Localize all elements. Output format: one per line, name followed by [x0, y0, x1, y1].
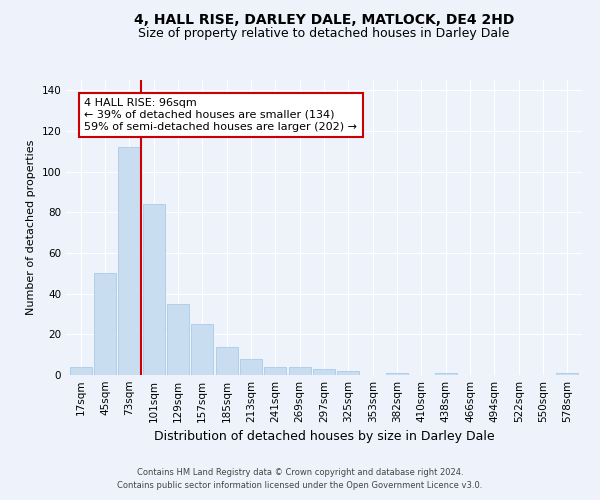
- Bar: [556, 373, 578, 375]
- Bar: [70, 367, 92, 375]
- Bar: [191, 324, 213, 375]
- Text: 4, HALL RISE, DARLEY DALE, MATLOCK, DE4 2HD: 4, HALL RISE, DARLEY DALE, MATLOCK, DE4 …: [134, 12, 514, 26]
- Bar: [143, 204, 164, 375]
- Text: Contains public sector information licensed under the Open Government Licence v3: Contains public sector information licen…: [118, 480, 482, 490]
- Bar: [240, 358, 262, 375]
- Bar: [435, 373, 457, 375]
- X-axis label: Distribution of detached houses by size in Darley Dale: Distribution of detached houses by size …: [154, 430, 494, 444]
- Bar: [94, 274, 116, 375]
- Bar: [167, 304, 189, 375]
- Bar: [215, 346, 238, 375]
- Bar: [337, 371, 359, 375]
- Bar: [118, 147, 140, 375]
- Text: 4 HALL RISE: 96sqm
← 39% of detached houses are smaller (134)
59% of semi-detach: 4 HALL RISE: 96sqm ← 39% of detached hou…: [84, 98, 357, 132]
- Bar: [289, 367, 311, 375]
- Y-axis label: Number of detached properties: Number of detached properties: [26, 140, 36, 315]
- Text: Size of property relative to detached houses in Darley Dale: Size of property relative to detached ho…: [139, 28, 509, 40]
- Bar: [265, 367, 286, 375]
- Bar: [386, 373, 408, 375]
- Bar: [313, 369, 335, 375]
- Text: Contains HM Land Registry data © Crown copyright and database right 2024.: Contains HM Land Registry data © Crown c…: [137, 468, 463, 477]
